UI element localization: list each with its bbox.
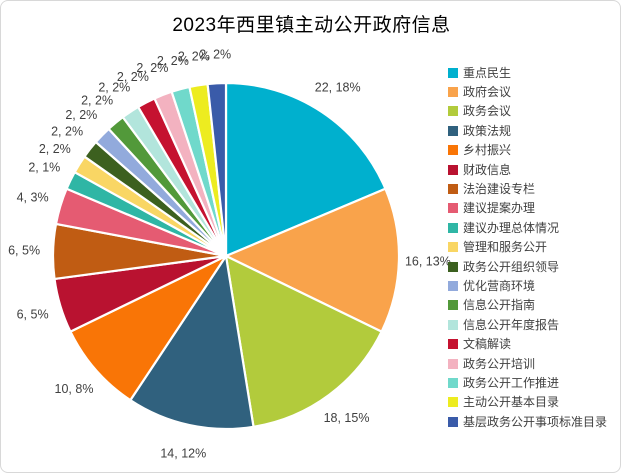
pie-slice — [206, 81, 228, 258]
legend-label: 建议提案办理 — [463, 201, 536, 216]
legend-item: 政务公开工作推进 — [448, 373, 620, 392]
pie-slice — [224, 254, 383, 428]
slice-label: 2, 2% — [51, 124, 83, 138]
legend-swatch-icon — [448, 416, 458, 427]
legend-item: 优化营商环境 — [448, 276, 620, 295]
legend: 重点民生政府会议政务会议政策法规乡村振兴财政信息法治建设专栏 建议提案办理建议办理… — [448, 63, 620, 431]
legend-item: 文稿解读 — [448, 334, 620, 353]
legend-item: 主动公开基本目录 — [448, 393, 620, 412]
legend-item: 管理和服务公开 — [448, 238, 620, 257]
slice-label: 2, 2% — [157, 54, 189, 68]
slice-label: 2, 2% — [117, 70, 149, 84]
slice-label: 2, 2% — [98, 81, 130, 95]
slice-label: 18, 15% — [324, 411, 370, 425]
legend-item: 政策法规 — [448, 121, 620, 140]
pie-slice — [69, 254, 228, 402]
legend-item: 基层政务公开事项标准目录 — [448, 412, 620, 431]
legend-swatch-icon — [448, 87, 458, 98]
legend-swatch-icon — [448, 164, 458, 175]
legend-label: 建议办理总体情况 — [463, 220, 560, 235]
legend-swatch-icon — [448, 242, 458, 253]
legend-swatch-icon — [448, 125, 458, 136]
legend-swatch-icon — [448, 280, 458, 291]
legend-swatch-icon — [448, 106, 458, 117]
slice-label: 16, 13% — [405, 254, 451, 268]
legend-item: 信息公开年度报告 — [448, 315, 620, 334]
legend-item: 政务公开组织领导 — [448, 257, 620, 276]
legend-label: 主动公开基本目录 — [463, 395, 560, 410]
legend-item: 政务会议 — [448, 102, 620, 121]
pie-slice — [129, 254, 255, 431]
legend-item: 政务公开培训 — [448, 354, 620, 373]
slice-label: 2, 2% — [136, 61, 168, 75]
slice-label: 22, 18% — [315, 81, 361, 95]
slice-label: 2, 1% — [28, 161, 60, 175]
pie-chart: 22, 18% 16, 13% 18, 15% 14, 12% 10, 8% 6, 5% 6… — [8, 47, 451, 460]
legend-item: 法治建设专栏 — [448, 179, 620, 198]
legend-label: 信息公开年度报告 — [463, 317, 560, 332]
legend-label: 政务公开组织领导 — [463, 259, 560, 274]
slice-label: 2, 2% — [81, 94, 113, 108]
slice-label: 6, 5% — [17, 307, 49, 321]
legend-label: 财政信息 — [463, 162, 512, 177]
legend-swatch-icon — [448, 184, 458, 195]
slice-label: 2, 2% — [178, 50, 210, 64]
legend-swatch-icon — [448, 222, 458, 233]
legend-swatch-icon — [448, 358, 458, 369]
chart-title: 2023年西里镇主动公开政府信息 — [172, 15, 451, 36]
legend-label: 优化营商环境 — [463, 278, 536, 293]
legend-item: 重点民生 — [448, 63, 620, 82]
legend-swatch-icon — [448, 67, 458, 78]
legend-item: 建议提案办理 — [448, 199, 620, 218]
legend-swatch-icon — [448, 377, 458, 388]
legend-item: 乡村振兴 — [448, 141, 620, 160]
legend-label: 政务公开培训 — [463, 356, 536, 371]
legend-label: 政务公开工作推进 — [463, 375, 560, 390]
legend-swatch-icon — [448, 300, 458, 311]
legend-label: 政策法规 — [463, 123, 512, 138]
legend-item: 建议办理总体情况 — [448, 218, 620, 237]
legend-label: 乡村振兴 — [463, 143, 512, 158]
legend-swatch-icon — [448, 145, 458, 156]
slice-label: 14, 12% — [160, 446, 206, 460]
slice-label: 2, 2% — [39, 142, 71, 156]
legend-label: 政务会议 — [463, 104, 512, 119]
slice-label: 2, 2% — [199, 47, 231, 61]
legend-swatch-icon — [448, 397, 458, 408]
legend-swatch-icon — [448, 319, 458, 330]
slice-label: 10, 8% — [55, 382, 94, 396]
legend-label: 基层政务公开事项标准目录 — [463, 414, 608, 429]
pie-slice — [224, 81, 387, 258]
legend-label: 信息公开指南 — [463, 298, 536, 313]
pie-slice — [224, 187, 401, 333]
legend-item: 财政信息 — [448, 160, 620, 179]
slice-label: 6, 5% — [8, 244, 40, 258]
legend-label: 政府会议 — [463, 85, 512, 100]
legend-swatch-icon — [448, 203, 458, 214]
legend-label: 管理和服务公开 — [463, 240, 548, 255]
legend-swatch-icon — [448, 261, 458, 272]
legend-label: 重点民生 — [463, 65, 512, 80]
legend-swatch-icon — [448, 339, 458, 350]
legend-label: 法治建设专栏 — [463, 182, 536, 197]
legend-item: 政府会议 — [448, 82, 620, 101]
legend-label: 文稿解读 — [463, 337, 512, 352]
legend-item: 信息公开指南 — [448, 296, 620, 315]
slice-label: 4, 3% — [17, 191, 49, 205]
slice-label: 2, 2% — [65, 108, 97, 122]
